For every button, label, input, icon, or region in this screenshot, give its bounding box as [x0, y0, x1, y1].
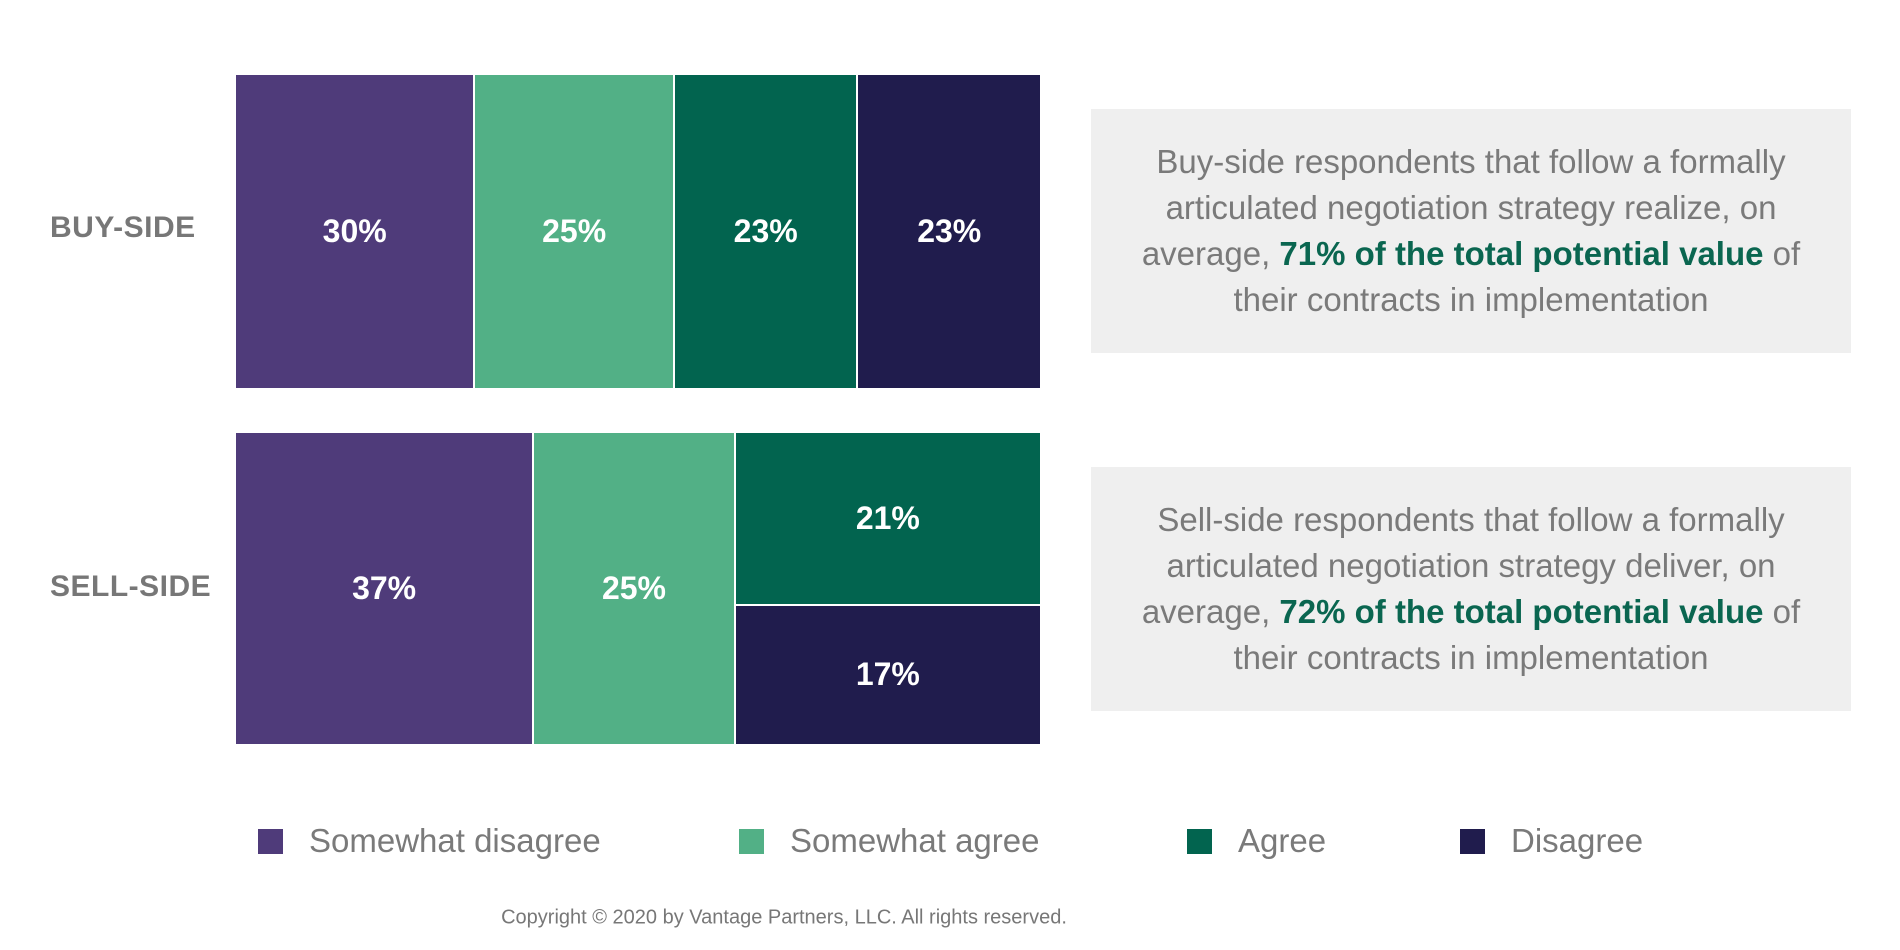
data-label: 23%	[733, 213, 798, 249]
data-label: 25%	[601, 570, 666, 606]
bar-buy-side-agree: 23%	[674, 75, 859, 390]
legend-swatch	[258, 828, 283, 854]
copyright: Copyright © 2020 by Vantage Partners, LL…	[501, 906, 1067, 929]
bar-sell-side-somewhat-agree: 25%	[534, 433, 736, 746]
bar-sell-side-agree: 21%	[735, 433, 1042, 606]
legend-item-somewhat-agree: Somewhat agree	[739, 822, 1039, 860]
data-label: 37%	[352, 570, 417, 606]
callout-buy-side: Buy-side respondents that follow a forma…	[1091, 109, 1851, 353]
legend-item-disagree: Disagree	[1460, 822, 1643, 860]
callout-text: of their contracts in implementation	[1233, 593, 1801, 676]
legend-swatch	[739, 828, 764, 854]
callout-sell-side: Sell-side respondents that follow a form…	[1091, 467, 1851, 711]
row-label-buy-side: BUY-SIDE	[50, 211, 196, 244]
legend-label: Disagree	[1511, 822, 1644, 859]
legend-item-agree: Agree	[1187, 822, 1326, 860]
legend-label: Somewhat disagree	[309, 822, 601, 859]
bar-buy-side-somewhat-disagree: 30%	[236, 75, 476, 390]
bar-buy-side-somewhat-agree: 25%	[475, 75, 675, 390]
legend-swatch	[1460, 828, 1485, 854]
data-label: 17%	[855, 656, 920, 693]
callout-highlight: 72% of the total potential value	[1279, 593, 1764, 630]
legend-label: Somewhat agree	[790, 822, 1040, 859]
callout-highlight: 71% of the total potential value	[1279, 235, 1764, 272]
bar-sell-side-somewhat-disagree: 37%	[236, 433, 535, 746]
callout-text: Buy-side respondents that follow a forma…	[1141, 143, 1786, 272]
bar-buy-side-disagree: 23%	[858, 75, 1042, 390]
row-label-sell-side: SELL-SIDE	[50, 570, 212, 603]
bar-sell-side-disagree: 17%	[735, 605, 1042, 746]
legend-swatch	[1187, 828, 1212, 854]
callout-text: Sell-side respondents that follow a form…	[1141, 501, 1785, 630]
legend-label: Agree	[1238, 822, 1327, 859]
data-label: 25%	[542, 213, 607, 249]
data-label: 21%	[855, 499, 920, 536]
legend-item-somewhat-disagree: Somewhat disagree	[258, 822, 601, 860]
callout-text: of their contracts in implementation	[1233, 235, 1801, 318]
data-label: 23%	[917, 213, 982, 249]
data-label: 30%	[322, 213, 387, 249]
